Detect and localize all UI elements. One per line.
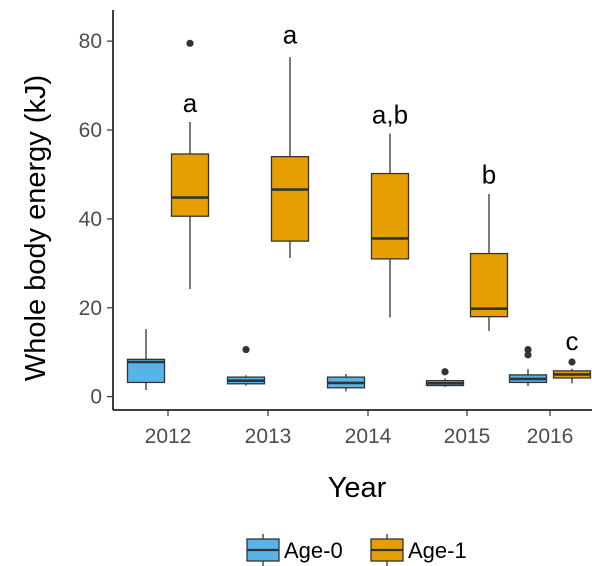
box-age-1-2016 (552, 358, 592, 384)
x-tick-label: 2013 (245, 425, 292, 448)
box-age-0-2016 (508, 345, 548, 386)
significance-label: a (283, 19, 298, 49)
legend-item-age-1: Age-1 (370, 534, 467, 566)
box-age-0-2013 (226, 345, 266, 386)
box-age-0-2014 (326, 374, 366, 392)
x-tick-label: 2014 (345, 425, 392, 448)
x-tick-label: 2012 (145, 425, 192, 448)
y-tick-label: 0 (90, 386, 102, 409)
legend-label: Age-1 (408, 538, 467, 563)
significance-label: a (183, 88, 198, 118)
y-tick-label: 20 (79, 297, 102, 320)
box-age-1-2013 (270, 57, 310, 258)
outlier-point (186, 39, 194, 47)
y-axis-title: Whole body energy (kJ) (20, 75, 52, 381)
box-body (469, 252, 509, 318)
legend-label: Age-0 (284, 538, 343, 563)
y-tick-label: 80 (79, 30, 102, 53)
box-age-0-2015 (425, 368, 465, 387)
x-tick-label: 2016 (527, 425, 574, 448)
outlier-point (568, 358, 576, 366)
significance-label: a,b (372, 99, 408, 129)
outlier-point (524, 351, 532, 359)
outlier-point (242, 345, 250, 354)
significance-label: b (482, 159, 496, 189)
legend: Age-0 Age-1 (246, 534, 467, 566)
box-body (170, 153, 210, 217)
box-age-1-2014 (370, 133, 410, 318)
box-age-0-2012 (126, 329, 166, 390)
significance-label: c (566, 326, 579, 356)
box-age-1-2012 (170, 39, 210, 290)
box-body (126, 358, 166, 384)
box-age-1-2015 (469, 194, 509, 331)
box-body (370, 172, 410, 260)
outlier-point (524, 345, 532, 354)
x-tick-label: 2015 (444, 425, 491, 448)
y-tick-label: 60 (79, 119, 102, 142)
x-axis-title: Year (328, 472, 387, 504)
plot-area: 0 20 40 60 80 2012 2013 2014 2015 2016 a a a,b b c (79, 10, 592, 448)
y-tick-label: 40 (79, 208, 102, 231)
box-body (270, 156, 310, 242)
outlier-point (441, 368, 449, 376)
legend-item-age-0: Age-0 (246, 534, 343, 566)
